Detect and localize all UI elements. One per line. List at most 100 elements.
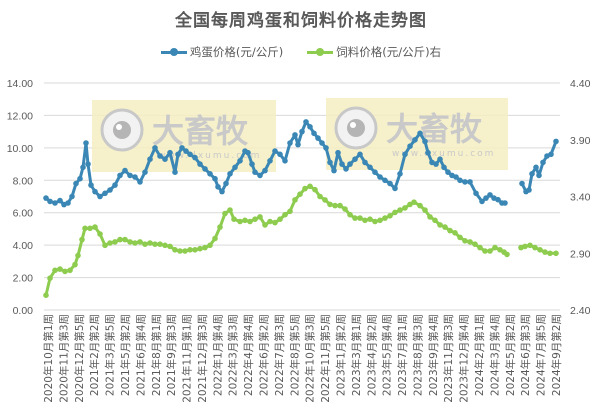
x-axis-tick-label: 2022年11月第5周 (319, 314, 332, 403)
data-point (43, 195, 49, 201)
data-point (427, 214, 433, 220)
data-point (231, 216, 237, 222)
data-point (473, 190, 479, 197)
data-point (107, 240, 113, 246)
data-point (83, 140, 89, 146)
data-point (504, 251, 510, 258)
data-point (152, 145, 158, 151)
left-axis-tick-label: 14.00 (7, 78, 33, 90)
data-point (57, 197, 63, 204)
data-point (287, 208, 293, 215)
data-point (172, 247, 178, 253)
watermark-url: www.dxumu.com (392, 149, 495, 159)
data-point (47, 275, 53, 282)
x-axis-tick-label: 2020年12月第5周 (73, 314, 86, 403)
data-point (162, 156, 168, 162)
data-point (367, 164, 373, 171)
data-point (97, 193, 103, 200)
data-point (249, 161, 255, 167)
data-point (175, 151, 181, 158)
data-point (382, 177, 388, 184)
data-point (307, 124, 313, 130)
x-axis-tick-label: 2022年1月第4周 (211, 314, 224, 396)
x-axis-tick-label: 2022年4月第4周 (242, 314, 255, 396)
data-point (343, 166, 349, 172)
data-point (217, 224, 223, 230)
data-point (347, 161, 353, 167)
data-point (487, 248, 493, 254)
x-axis-tick-label: 2021年2月第2周 (88, 314, 101, 396)
data-point (411, 199, 417, 205)
data-point (357, 151, 363, 158)
data-point (312, 186, 318, 193)
data-point (152, 241, 158, 247)
x-axis-tick-label: 2024年5月第2周 (504, 314, 517, 396)
x-axis-tick-label: 2021年8月第1周 (150, 314, 163, 396)
data-point (322, 197, 328, 203)
data-point (252, 216, 258, 222)
data-point (377, 174, 383, 180)
data-point (433, 161, 439, 167)
data-point (553, 250, 559, 257)
x-axis-tick-label: 2022年10月第3周 (304, 314, 317, 403)
legend-item-egg[interactable]: 鸡蛋价格(元/公斤) (160, 44, 283, 60)
data-point (277, 151, 283, 158)
legend-item-feed[interactable]: 饲料价格(元/公斤)右 (307, 44, 441, 60)
left-y-axis: 0.00 2.00 4.00 6.00 8.00 10.00 12.00 14.00 (7, 78, 33, 317)
x-axis-tick-label: 2023年12月第4周 (458, 314, 471, 403)
data-point (297, 191, 303, 197)
data-point (262, 222, 268, 228)
left-axis-tick-label: 8.00 (13, 175, 34, 187)
x-axis-tick-label: 2020年10月第1周 (42, 314, 55, 403)
data-point (532, 244, 538, 251)
data-point (527, 242, 533, 249)
data-point (487, 192, 493, 198)
data-point (267, 218, 273, 225)
data-point (57, 266, 63, 272)
chart-legend: 鸡蛋价格(元/公斤) 饲料价格(元/公斤)右 (0, 44, 602, 60)
data-point (219, 188, 225, 195)
left-axis-tick-label: 10.00 (7, 143, 33, 155)
left-axis-tick-label: 6.00 (13, 208, 34, 220)
data-point (442, 224, 448, 230)
data-point (323, 145, 329, 151)
watermark-url: www.dxumu.com (158, 151, 261, 161)
data-point (402, 205, 408, 211)
data-point (272, 148, 278, 154)
data-point (79, 236, 85, 243)
data-point (437, 156, 443, 162)
data-point (392, 209, 398, 216)
data-point (362, 159, 368, 166)
data-point (315, 135, 321, 141)
data-point (537, 247, 543, 253)
data-point (302, 185, 308, 192)
data-point (299, 128, 305, 135)
data-point (277, 216, 283, 222)
data-point (187, 151, 193, 158)
data-point (397, 207, 403, 213)
data-point (492, 244, 498, 251)
x-axis-tick-label: 2023年8月第3周 (411, 314, 424, 396)
data-point (452, 230, 458, 236)
data-point (467, 179, 473, 185)
data-point (167, 149, 173, 156)
data-point (132, 174, 138, 180)
data-point (117, 172, 123, 179)
data-point (179, 145, 185, 151)
x-axis-tick-label: 2022年3月第3周 (227, 314, 240, 396)
feed-line-marker-icon (307, 47, 334, 56)
data-point (132, 240, 138, 246)
data-point (519, 180, 525, 187)
data-point (167, 243, 173, 250)
data-point (282, 158, 288, 164)
x-axis-tick-label: 2021年3月第5周 (104, 314, 117, 396)
data-point (397, 171, 403, 177)
data-point (317, 193, 323, 200)
data-point (137, 239, 143, 245)
data-point (412, 137, 418, 143)
data-point (157, 241, 163, 247)
data-point (215, 184, 221, 190)
data-point (479, 198, 485, 205)
